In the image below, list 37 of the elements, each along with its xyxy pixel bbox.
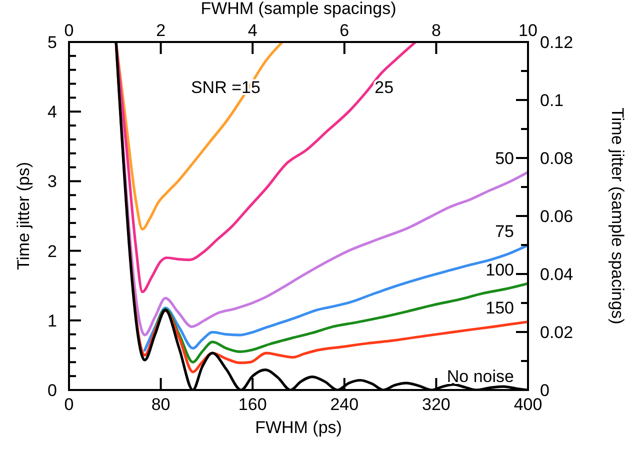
x2-tick-label: 0 xyxy=(64,21,74,40)
series-label: 25 xyxy=(374,78,394,97)
series-label: 50 xyxy=(495,149,514,168)
x2-tick-label: 6 xyxy=(340,21,350,40)
y2-tick-label: 0.04 xyxy=(540,264,574,284)
series-label: 75 xyxy=(495,222,514,242)
y-tick-label: 4 xyxy=(48,102,57,122)
series-label: 150 xyxy=(486,298,514,318)
x2-tick-label: 10 xyxy=(518,21,538,40)
x-tick-label: 80 xyxy=(151,395,170,414)
x2-tick-label: 8 xyxy=(431,21,441,40)
y-axis-title: Time jitter (ps) xyxy=(14,162,33,270)
y-tick-label: 2 xyxy=(48,242,57,261)
x-tick-label: 320 xyxy=(422,395,450,414)
y2-tick-label: 0.1 xyxy=(540,90,564,110)
y-tick-label: 1 xyxy=(48,311,57,330)
x-tick-label: 0 xyxy=(64,395,74,414)
y2-axis-title: Time jitter (sample spacings) xyxy=(608,108,627,324)
line-series xyxy=(143,244,528,352)
x-axis-title: FWHM (ps) xyxy=(255,418,342,437)
y2-tick-label: 0.12 xyxy=(540,32,574,52)
y2-tick-label: 0 xyxy=(540,380,550,400)
y-tick-label: 3 xyxy=(48,172,57,192)
series-label: No noise xyxy=(446,366,514,386)
series-label: 100 xyxy=(486,260,514,280)
x-tick-label: 160 xyxy=(238,395,267,414)
y2-tick-label: 0.08 xyxy=(540,148,574,168)
y-tick-label: 5 xyxy=(48,32,57,52)
y2-tick-label: 0.02 xyxy=(540,322,574,342)
x-tick-label: 240 xyxy=(330,395,359,414)
x2-axis-title: FWHM (sample spacings) xyxy=(200,0,396,18)
y-tick-label: 0 xyxy=(48,380,57,400)
x-tick-label: 400 xyxy=(514,395,542,414)
x2-tick-label: 2 xyxy=(156,21,166,40)
x2-tick-label: 4 xyxy=(248,21,258,40)
line-series xyxy=(114,42,417,294)
y2-tick-label: 0.06 xyxy=(540,206,574,226)
